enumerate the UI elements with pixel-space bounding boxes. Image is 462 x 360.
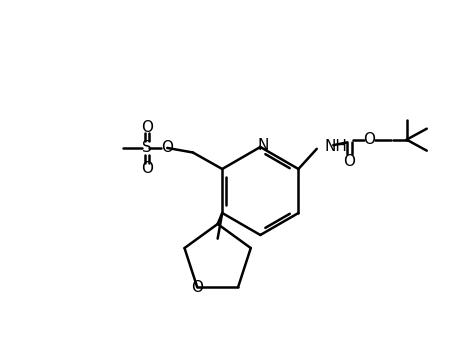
Text: O: O (191, 279, 203, 294)
Text: O: O (363, 132, 375, 147)
Text: O: O (141, 120, 153, 135)
Text: O: O (161, 140, 173, 156)
Text: O: O (141, 161, 153, 176)
Text: O: O (343, 154, 355, 169)
Text: NH: NH (324, 139, 347, 154)
Text: S: S (142, 140, 152, 156)
Text: N: N (257, 138, 269, 153)
